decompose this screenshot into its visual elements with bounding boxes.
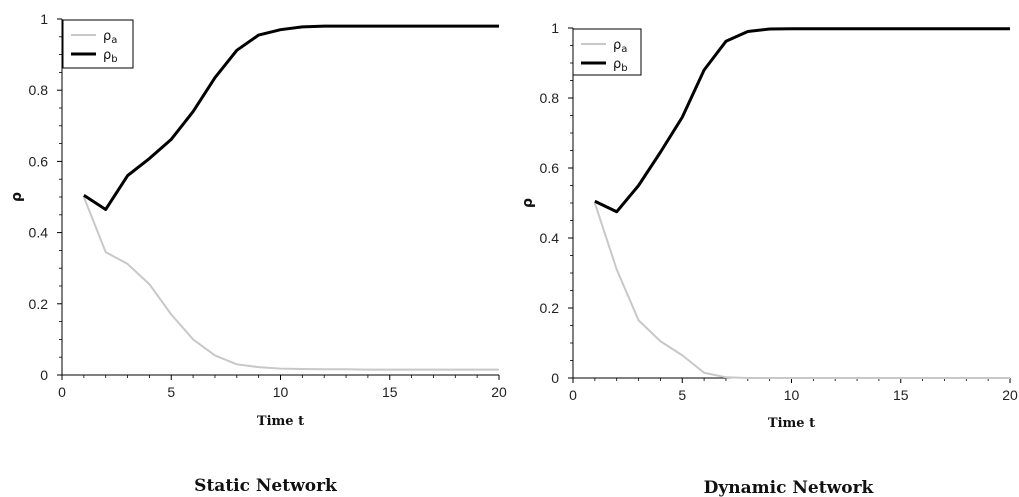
legend-label-rho-a: ρa (613, 38, 627, 55)
legend-box (62, 19, 134, 69)
legend-label-subscript: b (621, 63, 627, 74)
y-tick-label: 0 (551, 370, 559, 386)
x-tick-label: 0 (58, 384, 66, 400)
legend-label-base: ρ (613, 38, 621, 53)
y-tick-label: 1 (40, 11, 48, 27)
x-tick-label: 0 (569, 387, 577, 403)
y-tick-label: 0.6 (29, 153, 49, 169)
y-tick-label: 0.4 (540, 230, 560, 246)
y-tick-label: 0.6 (540, 160, 560, 176)
x-tick-label: 10 (784, 387, 800, 403)
legend-label-subscript: a (621, 44, 627, 55)
series-line-rho-a (593, 202, 1010, 379)
y-tick-label: 0.8 (29, 82, 49, 98)
legend-label-rho-a: ρa (103, 29, 117, 46)
legend-box (572, 28, 642, 76)
y-tick-label: 0.4 (29, 225, 49, 241)
x-tick-label: 5 (678, 387, 686, 403)
legend-label-rho-b: ρb (613, 57, 628, 74)
y-tick-label: 0 (40, 367, 48, 383)
legend-label-subscript: b (111, 54, 117, 65)
x-axis-title: Time t (257, 414, 304, 429)
legend-label-base: ρ (613, 57, 621, 72)
chart-caption: Static Network (194, 476, 338, 496)
x-tick-label: 10 (273, 384, 289, 400)
legend-label-base: ρ (103, 48, 111, 63)
x-tick-label: 5 (167, 384, 175, 400)
legend-label-base: ρ (103, 29, 111, 44)
series-line-rho-a (82, 196, 499, 371)
y-tick-label: 0.2 (540, 300, 560, 316)
legend-label-subscript: a (111, 35, 117, 46)
y-tick-label: 0.2 (29, 296, 49, 312)
y-tick-label: 1 (551, 20, 559, 36)
y-axis-title: ρ (9, 192, 25, 202)
series-line-rho-b (594, 27, 1010, 214)
x-tick-label: 20 (491, 384, 507, 400)
y-tick-label: 0.8 (540, 90, 560, 106)
x-tick-label: 15 (893, 387, 909, 403)
legend-label-rho-b: ρb (103, 48, 118, 65)
y-axis-title: ρ (520, 198, 536, 208)
series-line-rho-b (83, 24, 499, 211)
x-tick-label: 15 (382, 384, 398, 400)
chart-caption: Dynamic Network (704, 478, 875, 497)
x-tick-label: 20 (1002, 387, 1018, 403)
x-axis-title: Time t (768, 416, 815, 431)
